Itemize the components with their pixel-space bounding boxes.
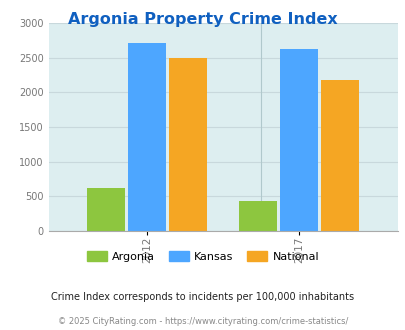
- Bar: [320, 80, 358, 231]
- Bar: [279, 50, 318, 231]
- Text: Argonia Property Crime Index: Argonia Property Crime Index: [68, 12, 337, 26]
- Text: © 2025 CityRating.com - https://www.cityrating.com/crime-statistics/: © 2025 CityRating.com - https://www.city…: [58, 317, 347, 326]
- Bar: [128, 43, 166, 231]
- Bar: [169, 58, 207, 231]
- Bar: [239, 201, 277, 231]
- Bar: [87, 188, 125, 231]
- Legend: Argonia, Kansas, National: Argonia, Kansas, National: [82, 247, 323, 267]
- Text: Crime Index corresponds to incidents per 100,000 inhabitants: Crime Index corresponds to incidents per…: [51, 292, 354, 302]
